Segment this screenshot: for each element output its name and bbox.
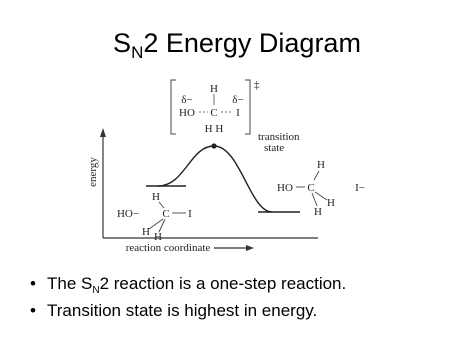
- y-arrowhead: [100, 128, 106, 137]
- p-h-top: H: [317, 159, 325, 171]
- x-arrowhead: [246, 245, 254, 251]
- r-h-top: H: [152, 191, 160, 203]
- p-bonds: [296, 170, 328, 207]
- bullet-2: •: [30, 301, 36, 320]
- r-c: C: [162, 208, 169, 220]
- bullet-1-before: The S: [47, 274, 92, 293]
- ts-h-top: H: [210, 83, 218, 95]
- ts-h-bottom: H H: [205, 123, 224, 135]
- r-ho: HO−: [117, 208, 139, 220]
- bullet-1-text: The SN2 reaction is a one-step reaction.: [47, 274, 346, 296]
- bullet-1-after: 2 reaction is a one-step reaction.: [100, 274, 347, 293]
- y-axis-label: energy: [87, 157, 99, 187]
- p-ho: HO: [277, 182, 293, 194]
- p-h-left: H: [327, 197, 335, 209]
- p-i: I−: [355, 182, 365, 194]
- ts-label-2: state: [264, 142, 284, 154]
- title: SN2 Energy Diagram: [113, 28, 361, 62]
- peak-dot: [211, 143, 217, 149]
- ts-delta-left: δ−: [181, 94, 192, 106]
- ts-i: I: [236, 107, 240, 119]
- p-h-right: H: [314, 206, 322, 218]
- ts-delta-right: δ−: [232, 94, 243, 106]
- r-h-left: H: [142, 226, 150, 238]
- title-rest: 2 Energy Diagram: [143, 28, 361, 58]
- ts-brackets: [170, 79, 251, 135]
- ts-ho: HO: [179, 107, 195, 119]
- ts-label-1: transition: [258, 131, 300, 143]
- r-i: I: [188, 208, 192, 220]
- bullet-1: •: [30, 274, 36, 293]
- energy-curve: [146, 145, 300, 213]
- p-c: C: [307, 182, 314, 194]
- ts-bonds: [199, 94, 233, 113]
- ts-dagger: ‡: [254, 79, 260, 91]
- axes: [102, 132, 318, 249]
- right-bracket: [245, 79, 251, 135]
- curve: [157, 145, 273, 213]
- title-s: S: [113, 28, 131, 58]
- title-sub: N: [131, 43, 143, 62]
- bullet-2-text: Transition state is highest in energy.: [47, 301, 317, 320]
- r-bonds: [148, 201, 186, 233]
- r-h-right: H: [154, 231, 162, 243]
- x-axis-label: reaction coordinate: [126, 242, 211, 254]
- left-bracket: [170, 79, 176, 135]
- ts-c: C: [210, 107, 217, 119]
- bullet-1-sub: N: [92, 285, 99, 296]
